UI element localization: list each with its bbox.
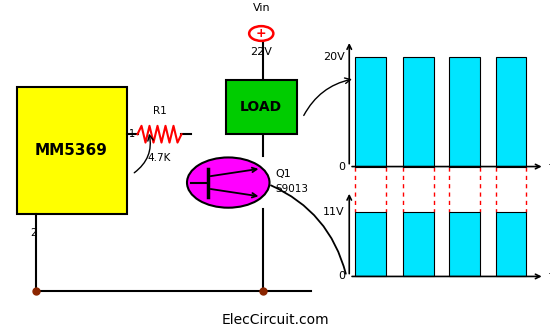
Circle shape <box>249 26 273 41</box>
Text: 22V: 22V <box>250 47 272 57</box>
Text: S9013: S9013 <box>275 184 308 194</box>
Bar <box>355 212 386 276</box>
Text: 4.7K: 4.7K <box>148 153 171 162</box>
Bar <box>496 212 526 276</box>
Text: Q1: Q1 <box>275 169 291 179</box>
Bar <box>403 57 434 166</box>
Text: LOAD: LOAD <box>240 100 282 114</box>
Bar <box>403 212 434 276</box>
Text: ElecCircuit.com: ElecCircuit.com <box>221 313 329 327</box>
Text: R1: R1 <box>153 106 166 116</box>
Text: 1: 1 <box>129 129 135 139</box>
Bar <box>449 57 480 166</box>
Text: 20V: 20V <box>323 52 345 62</box>
Text: 0: 0 <box>338 271 345 281</box>
Text: 11V: 11V <box>323 207 345 217</box>
Text: +: + <box>256 27 267 40</box>
Bar <box>496 57 526 166</box>
Text: MM5369: MM5369 <box>35 143 108 158</box>
Text: 2: 2 <box>30 228 36 238</box>
Text: t: t <box>548 271 550 281</box>
Bar <box>16 87 126 214</box>
Text: t: t <box>548 161 550 172</box>
Bar <box>355 57 386 166</box>
Text: Vin: Vin <box>252 3 270 13</box>
Bar <box>226 80 297 134</box>
Circle shape <box>187 157 270 208</box>
Text: 0: 0 <box>338 161 345 172</box>
Bar <box>449 212 480 276</box>
